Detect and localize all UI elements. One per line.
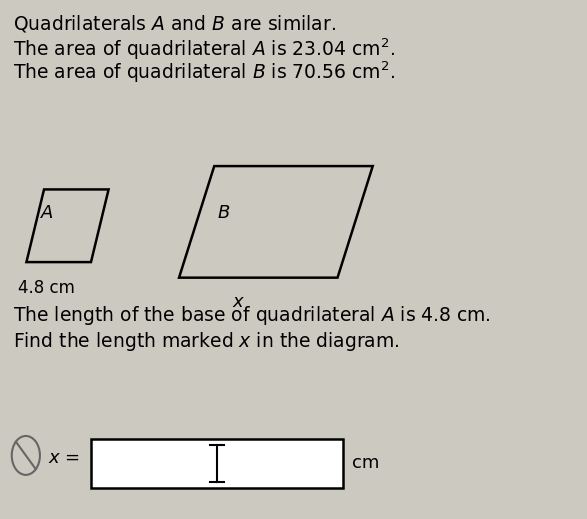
Text: $A$: $A$ <box>40 204 54 222</box>
Bar <box>91 439 343 488</box>
Text: The area of quadrilateral $\mathit{B}$ is 70.56 cm$^{2}$.: The area of quadrilateral $\mathit{B}$ i… <box>13 60 395 85</box>
Text: $x$ =: $x$ = <box>48 449 80 467</box>
Text: The area of quadrilateral $\mathit{A}$ is 23.04 cm$^{2}$.: The area of quadrilateral $\mathit{A}$ i… <box>13 36 395 62</box>
Text: 4.8 cm: 4.8 cm <box>18 279 75 297</box>
Text: The length of the base of quadrilateral $\mathit{A}$ is 4.8 cm.: The length of the base of quadrilateral … <box>13 304 490 326</box>
Text: $B$: $B$ <box>217 204 231 222</box>
Text: Quadrilaterals $\mathit{A}$ and $\mathit{B}$ are similar.: Quadrilaterals $\mathit{A}$ and $\mathit… <box>13 13 336 34</box>
Text: Find the length marked $x$ in the diagram.: Find the length marked $x$ in the diagra… <box>13 330 400 352</box>
Text: cm: cm <box>352 455 380 472</box>
Text: $x$: $x$ <box>232 293 245 311</box>
